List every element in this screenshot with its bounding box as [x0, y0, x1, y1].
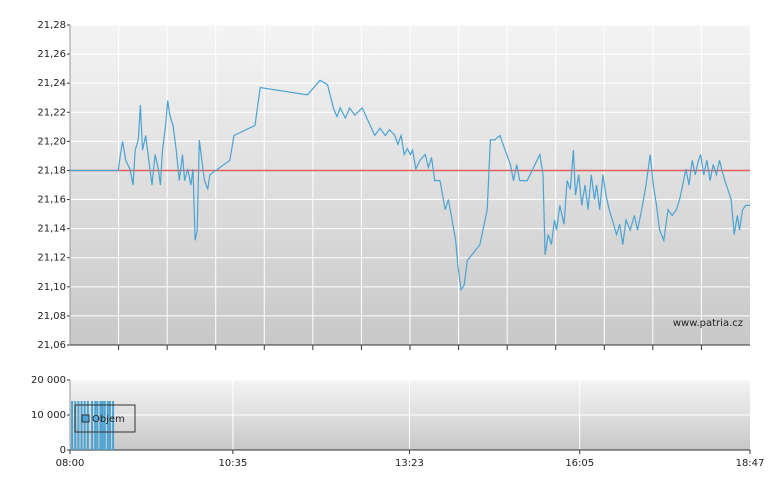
- volume-bar: [71, 401, 74, 450]
- volume-bar: [83, 401, 86, 450]
- y-tick-label: 21,10: [37, 282, 66, 293]
- price-line: [70, 79, 750, 292]
- y-tick-label: 21,06: [37, 340, 66, 351]
- watermark: www.patria.cz: [673, 318, 743, 329]
- legend-label: Objem: [92, 414, 125, 425]
- y-tick-label: 21,26: [37, 49, 66, 60]
- volume-bar: [80, 401, 83, 450]
- x-tick-label: 16:05: [565, 458, 594, 469]
- volume-bar: [91, 401, 94, 450]
- y-tick-label: 21,12: [37, 253, 66, 264]
- x-tick-label: 08:00: [56, 458, 85, 469]
- legend-swatch: [81, 414, 90, 423]
- volume-bar: [96, 401, 99, 450]
- volume-bar: [99, 401, 102, 450]
- volume-bar: [94, 401, 97, 450]
- y-tick-label: 21,28: [37, 20, 66, 31]
- volume-bar: [103, 401, 106, 450]
- volume-bar: [101, 401, 104, 450]
- y-tick-label: 21,22: [37, 107, 66, 118]
- y-tick-label: 21,16: [37, 195, 66, 206]
- legend-box: [74, 404, 136, 433]
- y-tick-label: 21,24: [37, 78, 66, 89]
- x-tick-label: 13:23: [395, 458, 424, 469]
- y-tick-label: 21,20: [37, 136, 66, 147]
- y-tick-label: 0: [60, 445, 66, 456]
- y-tick-label: 10 000: [31, 410, 66, 421]
- y-tick-label: 21,18: [37, 165, 66, 176]
- volume-bar: [108, 401, 111, 450]
- volume-bar: [77, 401, 80, 450]
- x-tick-label: 18:47: [736, 458, 765, 469]
- y-tick-label: 20 000: [31, 375, 66, 386]
- y-tick-label: 21,08: [37, 311, 66, 322]
- volume-bar: [112, 401, 115, 450]
- volume-bar: [86, 401, 89, 450]
- y-tick-label: 21,14: [37, 224, 66, 235]
- x-tick-label: 10:35: [218, 458, 247, 469]
- volume-bar: [106, 401, 109, 450]
